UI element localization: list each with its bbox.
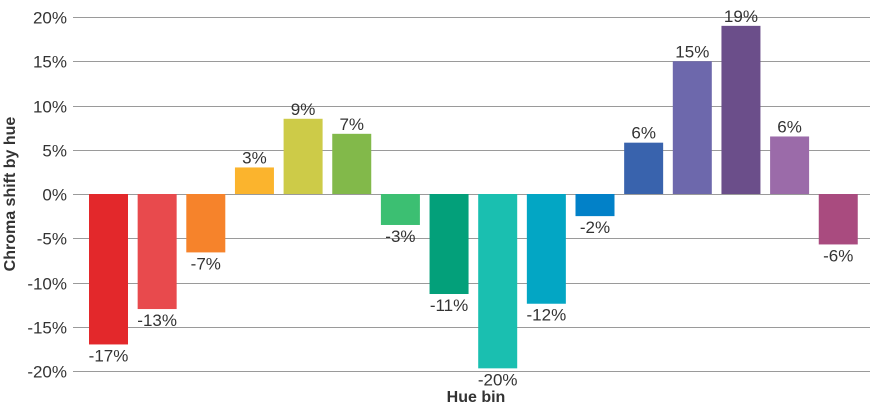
data-label: -20% — [478, 370, 518, 389]
data-labels: -17% -13% -7% 3% 9% 7% -3% -11% -20% -12% -2% 6% 15%… — [89, 7, 854, 389]
y-tick-label: -5% — [37, 230, 67, 249]
bar — [283, 118, 323, 194]
data-label: -6% — [823, 246, 853, 265]
bar — [721, 25, 761, 194]
data-label: -17% — [89, 346, 129, 365]
y-tick-label: 10% — [33, 98, 67, 117]
data-label: -11% — [430, 296, 468, 315]
bar — [526, 194, 566, 304]
data-label: -13% — [137, 311, 177, 330]
data-label: 7% — [339, 115, 364, 134]
data-label: 15% — [675, 42, 709, 61]
bar — [234, 167, 274, 194]
data-label: -12% — [527, 306, 567, 325]
data-label: -7% — [191, 254, 221, 273]
bar — [624, 142, 664, 194]
bar — [137, 194, 177, 310]
data-label: 9% — [291, 100, 316, 119]
bar — [818, 194, 858, 245]
data-label: 6% — [777, 117, 802, 136]
data-label: -2% — [580, 218, 610, 237]
y-tick-label: 20% — [33, 9, 67, 28]
bars — [89, 25, 858, 369]
bar — [380, 194, 420, 225]
y-tick-label: 15% — [33, 53, 67, 72]
y-axis-ticks: 20% 15% 10% 5% 0% -5% -10% -15% -20% — [27, 9, 67, 382]
bar — [89, 194, 128, 345]
data-label: 19% — [724, 7, 758, 26]
bar — [672, 61, 712, 194]
y-tick-label: 0% — [42, 186, 67, 205]
y-tick-label: -15% — [27, 319, 67, 338]
y-axis-title: Chroma shift by hue — [2, 117, 19, 272]
bar — [770, 136, 810, 194]
bar — [478, 194, 518, 369]
y-tick-label: 5% — [42, 142, 67, 161]
y-tick-label: -10% — [27, 275, 67, 294]
y-tick-label: -20% — [27, 363, 67, 382]
data-label: 6% — [631, 124, 656, 143]
x-axis-title: Hue bin — [447, 389, 506, 406]
bar — [429, 194, 469, 295]
bar — [575, 194, 615, 217]
bar — [186, 194, 226, 253]
data-label: -3% — [385, 227, 415, 246]
bar — [332, 133, 372, 194]
data-label: 3% — [242, 148, 267, 167]
